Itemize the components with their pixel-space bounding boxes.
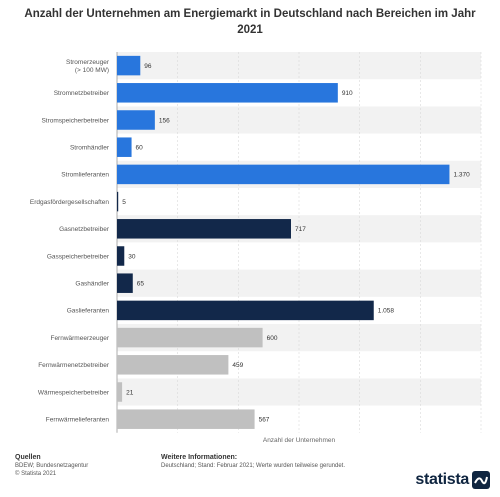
bar-7[interactable] <box>117 246 125 266</box>
bar-1[interactable] <box>117 83 338 103</box>
value-label: 156 <box>159 117 170 124</box>
category-label: Gaslieferanten <box>67 308 110 315</box>
bar-4[interactable] <box>117 164 450 185</box>
category-label: Wärmespeicherbetreiber <box>38 389 110 396</box>
copyright-line[interactable]: © Statista 2021 <box>15 471 57 477</box>
bar-10[interactable] <box>117 327 263 348</box>
value-label: 600 <box>267 335 278 342</box>
bar-9[interactable] <box>117 300 374 321</box>
category-label: Gasspeicherbetreiber <box>47 253 110 260</box>
value-label: 5 <box>122 199 126 206</box>
category-label: Stromerzeuger (> 100 MW) <box>66 59 110 74</box>
category-label: Erdgasfördergesellschaften <box>30 199 110 206</box>
category-label: Stromhändler <box>70 145 110 152</box>
category-label: Fernwärmeerzeuger <box>50 335 109 342</box>
value-label: 1.058 <box>378 308 395 315</box>
category-label: Gashändler <box>75 281 109 288</box>
info-heading[interactable]: Weitere Informationen: <box>161 454 238 461</box>
bar-8[interactable] <box>117 273 133 293</box>
value-label: 717 <box>295 226 306 233</box>
logo-text: statista <box>415 471 469 488</box>
category-label: Fernwärmenetzbetreiber <box>38 362 110 369</box>
bar-3[interactable] <box>117 137 132 157</box>
category-label: Stromnetzbetreiber <box>54 90 110 97</box>
category-label: Stromspeicherbetreiber <box>41 117 109 124</box>
source-line: BDEW; Bundesnetzagentur <box>15 463 89 469</box>
bar-0[interactable] <box>117 55 141 76</box>
footer: Quellen BDEW; Bundesnetzagentur © Statis… <box>0 448 500 497</box>
bar-12[interactable] <box>117 382 123 402</box>
value-label: 30 <box>128 253 136 260</box>
chart-title: Anzahl der Unternehmen am Energiemarkt i… <box>24 8 476 36</box>
value-label: 459 <box>232 362 243 369</box>
bar-chart: Stromerzeuger (> 100 MW) Stromnetzbetreibe… <box>30 52 482 444</box>
bar-11[interactable] <box>117 355 229 375</box>
bar-5[interactable] <box>117 191 119 212</box>
value-label: 1.370 <box>453 172 470 179</box>
x-axis-label: Anzahl der Unternehmen <box>263 437 336 444</box>
info-text: Deutschland; Stand: Februar 2021; Werte … <box>161 463 345 469</box>
value-label: 567 <box>259 417 270 424</box>
category-label: Gasnetzbetreiber <box>59 226 110 233</box>
value-label: 60 <box>136 145 144 152</box>
category-label: Fernwärmelieferanten <box>46 417 110 424</box>
value-label: 21 <box>126 389 134 396</box>
bar-6[interactable] <box>117 219 291 239</box>
statista-logo[interactable]: statista <box>415 469 490 491</box>
bar-2[interactable] <box>117 110 155 130</box>
value-label: 910 <box>342 90 353 97</box>
bar-13[interactable] <box>117 409 255 429</box>
value-label: 96 <box>144 63 152 70</box>
sources-heading: Quellen <box>15 454 41 461</box>
category-label: Stromlieferanten <box>61 172 109 179</box>
value-label: 65 <box>137 281 145 288</box>
statista-wave-icon <box>472 471 490 489</box>
